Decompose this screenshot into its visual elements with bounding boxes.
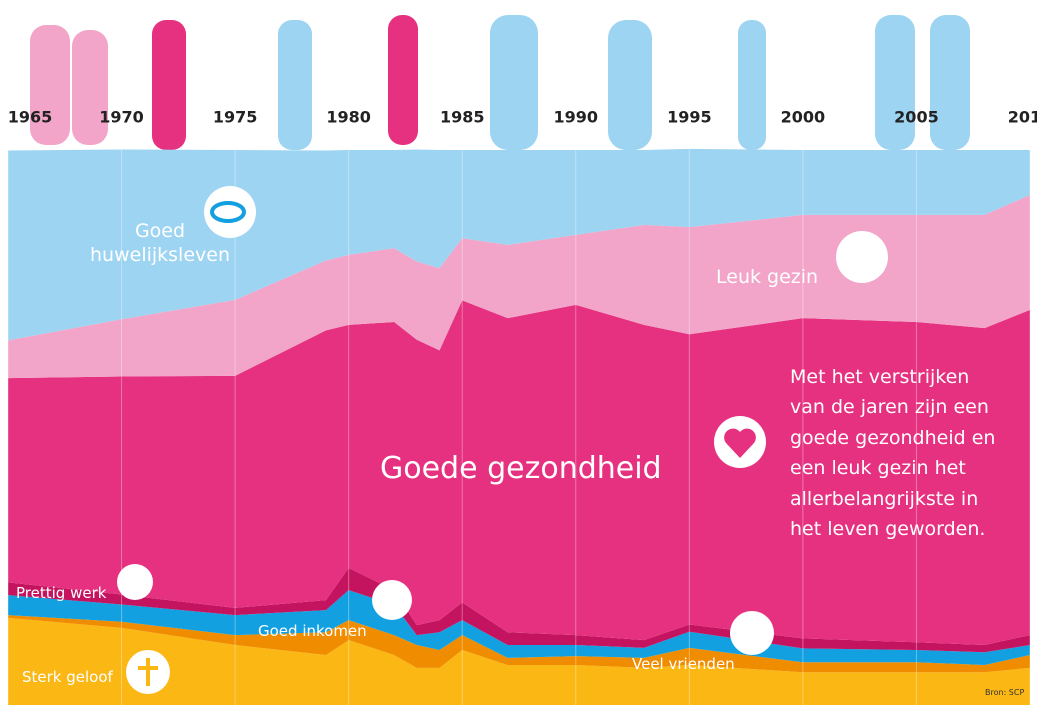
silhouettes	[30, 15, 970, 150]
icon-cross	[146, 658, 150, 686]
silhouette	[875, 15, 915, 150]
silhouette	[30, 25, 70, 145]
icon-rings	[210, 201, 246, 223]
x-tick-label: 1975	[213, 108, 258, 127]
area	[8, 590, 1030, 666]
series-label: Leuk gezin	[716, 266, 819, 288]
area	[8, 300, 1030, 646]
silhouette	[608, 20, 652, 150]
x-ticks: 1965 1970 1975 1980 1985 1990 1995 2000 2005 2010	[8, 108, 1037, 127]
silhouette	[152, 20, 186, 150]
area	[8, 617, 1030, 705]
silhouette	[72, 30, 108, 145]
area	[8, 567, 1030, 653]
source: Bron: SCP	[985, 688, 1025, 697]
icons	[117, 186, 888, 694]
x-tick-label: 1995	[667, 108, 712, 127]
icon-euro	[372, 580, 412, 620]
series-label: Goed inkomen	[258, 622, 367, 640]
silhouette	[738, 20, 766, 150]
icon-family	[836, 231, 888, 283]
icon-heart	[724, 428, 756, 458]
icon-friends	[730, 611, 774, 655]
silhouette	[388, 15, 418, 145]
series-label: Veel vrienden	[632, 655, 735, 673]
series-label: Goed huwelijksleven	[90, 220, 230, 266]
x-tick-label: 2005	[894, 108, 939, 127]
area	[8, 148, 1030, 341]
area	[8, 615, 1030, 673]
x-tick-label: 1985	[440, 108, 485, 127]
grid	[7, 125, 1031, 705]
x-tick-label: 1990	[554, 108, 599, 127]
x-tick-label: 1965	[8, 108, 53, 127]
x-tick-label: 2010	[1008, 108, 1037, 127]
x-tick-label: 1980	[326, 108, 371, 127]
icon-rings	[204, 186, 256, 238]
annotation: Met het verstrijken van de jaren zijn ee…	[790, 366, 996, 540]
x-tick-label: 1970	[99, 108, 144, 127]
series-label: Goede gezondheid	[380, 451, 662, 486]
silhouette	[490, 15, 538, 150]
areas	[8, 148, 1030, 705]
series-label: Prettig werk	[16, 584, 107, 602]
series-label: Sterk geloof	[22, 668, 113, 686]
silhouette	[930, 15, 970, 150]
icon-cross	[138, 666, 158, 670]
silhouette	[278, 20, 312, 150]
x-tick-label: 2000	[781, 108, 826, 127]
area	[8, 194, 1030, 379]
icon-work	[117, 564, 153, 600]
